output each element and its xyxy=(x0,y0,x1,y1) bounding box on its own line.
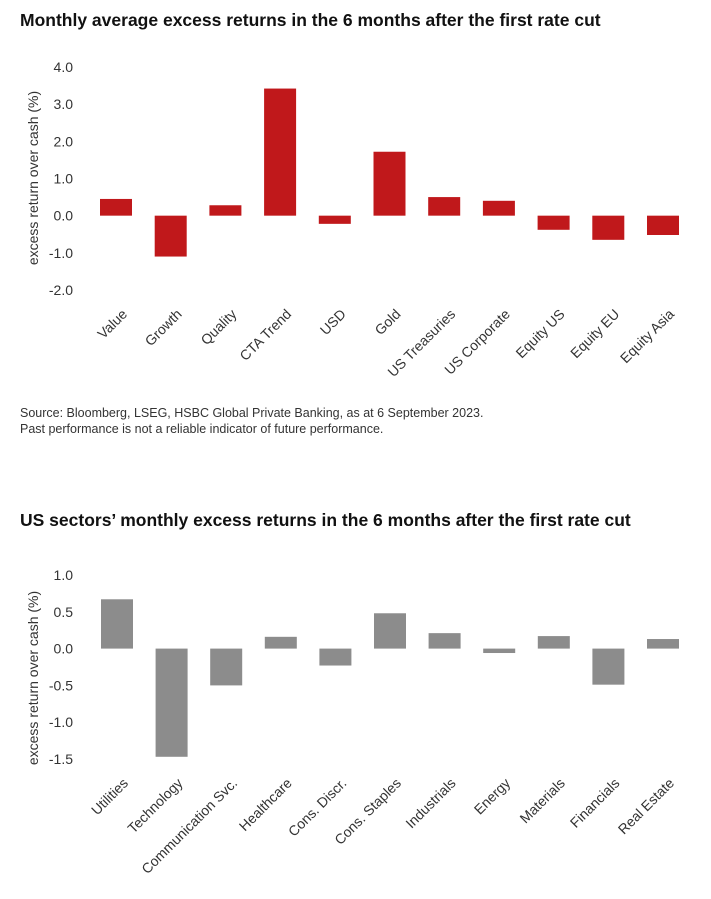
bar-real-estate xyxy=(647,639,679,649)
bar-cons-discr xyxy=(319,648,352,666)
y-tick-label: 1.0 xyxy=(54,567,74,583)
bar-equity-asia xyxy=(647,215,679,235)
bar-cta-trend xyxy=(264,88,297,216)
x-category-label: Real Estate xyxy=(615,775,678,838)
y-tick-label: 0.0 xyxy=(54,641,74,657)
y-tick-label: -1.5 xyxy=(49,751,73,767)
bar-equity-eu xyxy=(592,215,625,240)
y-tick-label: 1.0 xyxy=(54,171,74,187)
chart2-y-axis-label: excess return over cash (%) xyxy=(25,591,41,765)
source-line: Source: Bloomberg, LSEG, HSBC Global Pri… xyxy=(20,406,484,420)
y-tick-label: -1.0 xyxy=(49,245,73,261)
chart2-title: US sectors’ monthly excess returns in th… xyxy=(20,510,631,530)
chart1-plot: 4.03.02.01.00.0-1.0-2.0 Value Growth Quali… xyxy=(25,59,679,380)
y-tick-label: 2.0 xyxy=(54,133,74,149)
bar-us-corporate xyxy=(482,200,515,216)
bar-cons-staples xyxy=(374,613,406,649)
bar-gold xyxy=(373,151,406,216)
bar-industrials xyxy=(428,633,461,649)
bar-us-treasuries xyxy=(428,197,461,216)
bar-communication-svc xyxy=(210,648,243,686)
bar-quality xyxy=(209,205,242,216)
bar-equity-us xyxy=(537,215,570,230)
bar-technology xyxy=(155,648,188,757)
x-category-label: Materials xyxy=(516,775,567,826)
x-category-label: Financials xyxy=(567,775,623,831)
x-category-label: Communication Svc. xyxy=(138,775,240,877)
x-category-label: Energy xyxy=(471,775,514,818)
chart1-title: Monthly average excess returns in the 6 … xyxy=(20,10,601,30)
x-category-label: Utilities xyxy=(88,775,131,818)
source-note: Source: Bloomberg, LSEG, HSBC Global Pri… xyxy=(20,405,483,437)
chart1-y-axis-label: excess return over cash (%) xyxy=(25,91,41,265)
bar-healthcare xyxy=(264,636,297,649)
bar-usd xyxy=(318,215,351,224)
bar-value xyxy=(100,198,132,216)
bar-energy xyxy=(483,648,516,654)
y-tick-label: -0.5 xyxy=(49,677,73,693)
y-tick-label: 0.0 xyxy=(54,208,74,224)
y-tick-label: -1.0 xyxy=(49,714,73,730)
disclaimer-line: Past performance is not a reliable indic… xyxy=(20,422,384,436)
bar-materials xyxy=(537,636,570,649)
y-tick-label: 0.5 xyxy=(54,604,74,620)
y-tick-label: 4.0 xyxy=(54,59,74,75)
x-category-label: Healthcare xyxy=(236,775,295,834)
bar-utilities xyxy=(101,599,133,649)
bar-financials xyxy=(592,648,625,685)
y-tick-label: -2.0 xyxy=(49,282,73,298)
x-category-label: Industrials xyxy=(402,775,458,831)
y-tick-label: 3.0 xyxy=(54,96,74,112)
bar-growth xyxy=(154,215,187,257)
